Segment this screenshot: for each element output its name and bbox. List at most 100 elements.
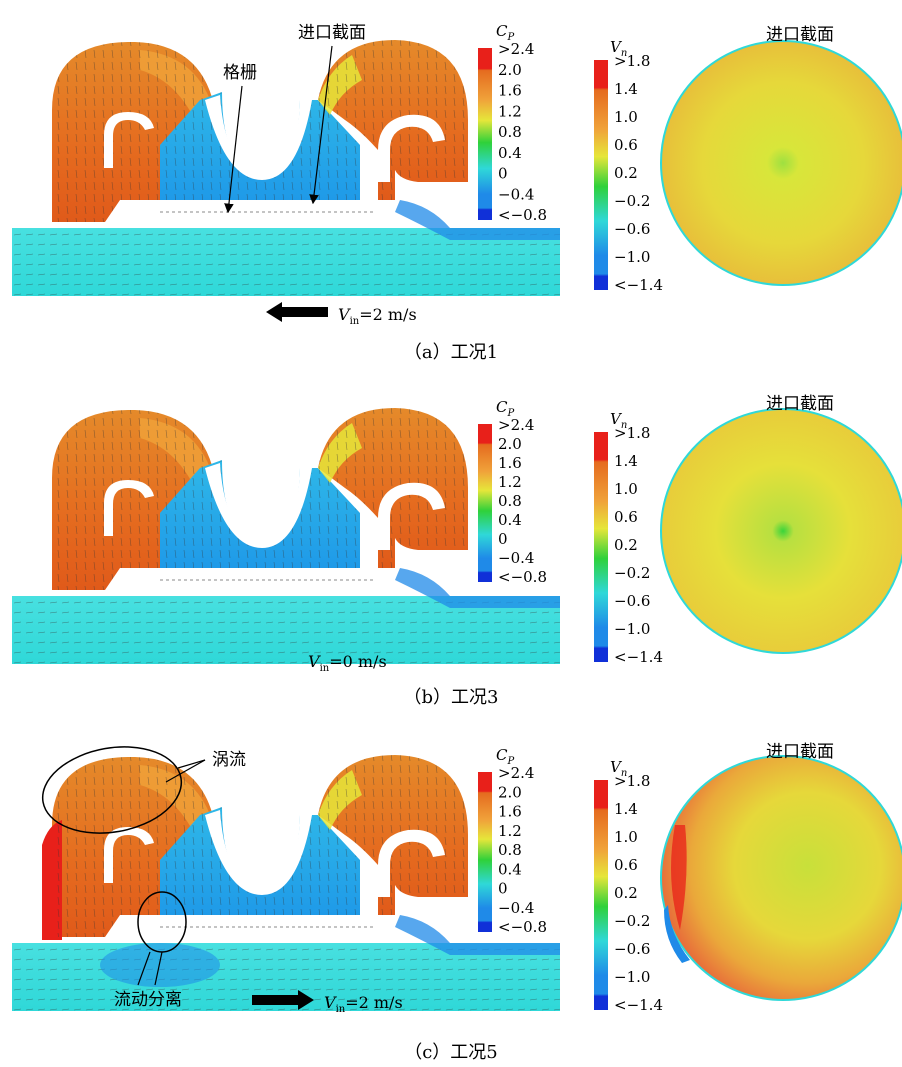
- vn-legend-c: Vn>1.8 1.4 1.0 0.6 0.2 −0.2 −0.6 −1.0 <−1.4: [594, 758, 663, 1014]
- cp-tick-label-a: 1.6: [498, 82, 522, 100]
- cp-tick-label-b: −0.4: [498, 549, 534, 567]
- section-title-a: 进口截面: [766, 25, 834, 45]
- vn-tick-label-b: 1.4: [614, 452, 638, 470]
- basin-white-gap-a: [205, 95, 312, 180]
- basin-white-gap-c: [205, 810, 312, 895]
- central-basin-vectors-a: [160, 92, 360, 200]
- cp-tick-label-a: 0.8: [498, 123, 522, 141]
- vn-legend-title-b: Vn: [610, 410, 627, 431]
- vn-legend-a: Vn>1.8 1.4 1.0 0.6 0.2 −0.2 −0.6 −1.0 <−1.4: [594, 38, 663, 294]
- separation-label: 流动分离: [114, 990, 182, 1010]
- vn-tick-label-a: >1.8: [614, 52, 650, 70]
- right-hood-vectors-a: [318, 40, 468, 200]
- cp-tick-label-c: 0: [498, 880, 508, 898]
- vn-tick-label-c: <−1.4: [614, 996, 663, 1014]
- vn-tick-label-a: 0.2: [614, 164, 638, 182]
- left-hook-c: [104, 827, 154, 883]
- cp-tick-label-c: 2.0: [498, 783, 522, 801]
- cp-tick-label-c: −0.4: [498, 899, 534, 917]
- cp-tick-label-b: 0: [498, 530, 508, 548]
- inlet-label-a: 进口截面: [298, 23, 366, 43]
- right-hook-a: [378, 114, 445, 182]
- vortex-pointer-1: [165, 759, 206, 783]
- disk-red-zone: [671, 825, 687, 930]
- left-hook-b: [104, 480, 154, 536]
- cp-legend-c: CP>2.42.0 1.61.20.80.4 0−0.4<−0.8: [478, 746, 547, 936]
- cp-tick-label-a: −0.4: [498, 185, 534, 203]
- vn-tick-label-c: 0.6: [614, 856, 638, 874]
- vn-legend-title-a: Vn: [610, 38, 627, 59]
- disk-blue-edge: [664, 905, 690, 963]
- cp-tick-label-b: 2.0: [498, 435, 522, 453]
- vn-tick-label-b: −0.6: [614, 592, 650, 610]
- vn-tick-label-c: >1.8: [614, 772, 650, 790]
- vn-colorbar-c: [594, 780, 608, 1010]
- grille-pointer-a: [224, 85, 243, 214]
- inlet-pointer-a: [309, 45, 333, 205]
- cp-legend-title-b: CP: [496, 398, 514, 419]
- flow-field-b: [12, 408, 902, 664]
- vn-tick-label-c: 1.4: [614, 800, 638, 818]
- cp-tick-label-a: 0: [498, 165, 508, 183]
- right-hook-c: [378, 829, 445, 897]
- velocity-arrow-a: [266, 302, 328, 322]
- cp-tick-label-a: <−0.8: [498, 206, 547, 224]
- vn-tick-label-a: −1.0: [614, 248, 650, 266]
- cp-tick-label-c: <−0.8: [498, 918, 547, 936]
- vn-tick-label-c: −0.2: [614, 912, 650, 930]
- cp-tick-label-a: >2.4: [498, 40, 534, 58]
- vn-tick-label-b: 0.6: [614, 508, 638, 526]
- separation-pointer-2: [154, 951, 163, 986]
- cp-tick-label-c: 1.2: [498, 822, 522, 840]
- basin-white-gap-b: [205, 463, 312, 548]
- vn-tick-label-b: 0.2: [614, 536, 638, 554]
- cp-legend-title-c: CP: [496, 746, 514, 767]
- vn-tick-label-a: 1.4: [614, 80, 638, 98]
- cp-tick-label-c: >2.4: [498, 764, 534, 782]
- cp-legend-b: CP>2.42.01.61.20.80.40−0.4<−0.8: [478, 398, 547, 586]
- cp-colorbar-c: [478, 772, 492, 932]
- inlet-section-disk-a: [660, 40, 902, 286]
- caption-c: （c）工况5: [404, 1042, 498, 1063]
- grille-label-a: 格栅: [223, 63, 257, 83]
- vn-tick-label-a: 0.6: [614, 136, 638, 154]
- caption-a: （a）工况1: [404, 342, 498, 363]
- section-title-c: 进口截面: [766, 742, 834, 762]
- inlet-section-disk-c: [660, 755, 902, 1001]
- vn-tick-label-b: −1.0: [614, 620, 650, 638]
- vn-tick-label-a: −0.2: [614, 192, 650, 210]
- vn-legend-b: Vn>1.8 1.4 1.0 0.6 0.2 −0.2 −0.6 −1.0 <−1.4: [594, 410, 663, 666]
- vn-tick-label-a: <−1.4: [614, 276, 663, 294]
- central-basin-vectors-b: [160, 460, 360, 568]
- cp-legend-a: CP>2.4 2.0 1.6 1.2 0.8 0.4 0 −0.4 <−0.8: [478, 22, 547, 224]
- vn-colorbar-a: [594, 60, 608, 290]
- cp-tick-label-b: 1.2: [498, 473, 522, 491]
- vortex-pointer-2: [177, 759, 206, 769]
- cp-legend-title-a: CP: [496, 22, 514, 43]
- left-hood-vectors-a: [52, 41, 214, 222]
- cp-colorbar-b: [478, 424, 492, 582]
- velocity-label-a: Vin=2 m/s: [338, 305, 417, 327]
- velocity-arrow-c: [252, 990, 314, 1010]
- vn-tick-label-b: <−1.4: [614, 648, 663, 666]
- vn-tick-label-b: >1.8: [614, 424, 650, 442]
- velocity-label-b: Vin=0 m/s: [308, 652, 387, 674]
- inlet-section-disk-b: [660, 408, 902, 654]
- cp-tick-label-b: 0.8: [498, 492, 522, 510]
- vn-colorbar-b: [594, 432, 608, 662]
- vn-legend-title-c: Vn: [610, 758, 627, 779]
- right-hood-vectors-b: [318, 408, 468, 568]
- vn-tick-label-a: −0.6: [614, 220, 650, 238]
- right-hood-vectors-c: [318, 755, 468, 915]
- vortex-label: 涡流: [212, 750, 246, 770]
- cp-tick-label-a: 2.0: [498, 61, 522, 79]
- left-hook-a: [104, 112, 154, 168]
- flow-field-c: [12, 755, 902, 1011]
- outlet-channel-c: [395, 915, 560, 955]
- vn-tick-label-b: −0.2: [614, 564, 650, 582]
- caption-b: （b）工况3: [404, 687, 499, 708]
- outlet-channel-b: [395, 568, 560, 608]
- cp-tick-label-c: 1.6: [498, 803, 522, 821]
- cp-tick-label-b: <−0.8: [498, 568, 547, 586]
